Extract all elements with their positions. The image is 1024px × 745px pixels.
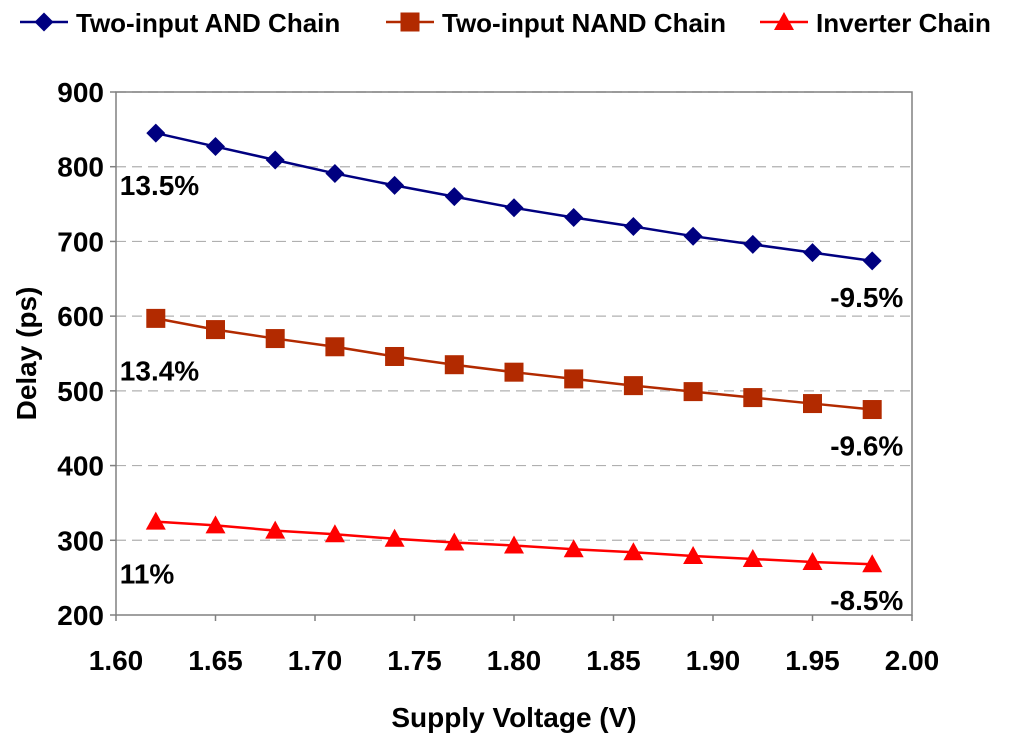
- data-point-inverter-chain-10: [742, 548, 763, 567]
- legend-marker-inverter-chain: [774, 12, 794, 30]
- data-point-inverter-chain-1: [205, 515, 226, 534]
- data-point-two-input-nand-chain-11: [803, 394, 822, 414]
- legend-label-two-input-nand-chain: Two-input NAND Chain: [442, 8, 726, 38]
- data-point-inverter-chain-8: [623, 542, 644, 561]
- legend-marker-two-input-and-chain: [34, 12, 54, 32]
- annotation-end-two-input-and-chain: -9.5%: [830, 282, 903, 313]
- x-tick-label-1.90: 1.90: [686, 645, 741, 676]
- x-tick-label-1.70: 1.70: [288, 645, 343, 676]
- y-axis-ticks: 200 300 400 500 600 700 800 900: [57, 77, 116, 631]
- annotation-start-two-input-nand-chain: 13.4%: [120, 355, 199, 386]
- legend-marker-two-input-nand-chain: [400, 12, 420, 32]
- data-point-two-input-and-chain-8: [623, 216, 643, 236]
- data-point-two-input-nand-chain-9: [683, 382, 703, 402]
- data-point-two-input-and-chain-5: [444, 187, 464, 207]
- y-tick-label-300: 300: [57, 525, 104, 556]
- legend-item-inverter-chain: Inverter Chain: [760, 8, 991, 38]
- legend-item-two-input-nand-chain: Two-input NAND Chain: [386, 8, 726, 38]
- x-tick-label-2.00: 2.00: [885, 645, 940, 676]
- data-point-two-input-and-chain-7: [564, 208, 584, 228]
- annotations: 13.5% -9.5% 13.4% -9.6% 11% -8.5%: [120, 170, 904, 616]
- data-point-two-input-nand-chain-6: [504, 362, 524, 382]
- gridlines: [116, 91, 912, 541]
- y-tick-label-600: 600: [57, 301, 104, 332]
- data-point-two-input-and-chain-9: [683, 226, 703, 246]
- series-two-input-nand-chain: [146, 308, 882, 420]
- data-point-two-input-and-chain-0: [146, 123, 166, 143]
- x-tick-label-1.60: 1.60: [89, 645, 144, 676]
- data-point-inverter-chain-2: [265, 520, 286, 539]
- x-tick-label-1.95: 1.95: [785, 645, 840, 676]
- annotation-end-inverter-chain: -8.5%: [830, 585, 903, 616]
- x-axis-ticks: 1.60 1.65 1.70 1.75 1.80 1.85 1.90 1.95 2.00: [89, 615, 940, 676]
- data-point-two-input-nand-chain-7: [564, 369, 584, 389]
- data-point-two-input-nand-chain-8: [623, 376, 643, 396]
- data-point-two-input-nand-chain-0: [146, 308, 166, 328]
- data-point-inverter-chain-5: [444, 532, 465, 551]
- y-tick-label-500: 500: [57, 376, 104, 407]
- y-tick-label-800: 800: [57, 152, 104, 183]
- series-inverter-chain: [145, 511, 883, 573]
- data-point-two-input-and-chain-12: [862, 251, 882, 271]
- data-point-two-input-and-chain-3: [325, 163, 345, 183]
- data-point-two-input-nand-chain-12: [862, 400, 882, 420]
- data-point-inverter-chain-4: [384, 528, 405, 547]
- data-point-inverter-chain-7: [563, 539, 584, 558]
- data-point-inverter-chain-3: [324, 524, 345, 543]
- data-point-two-input-nand-chain-1: [206, 320, 225, 340]
- annotation-end-two-input-nand-chain: -9.6%: [830, 431, 903, 462]
- legend-item-two-input-and-chain: Two-input AND Chain: [20, 8, 340, 38]
- x-tick-label-1.65: 1.65: [188, 645, 243, 676]
- series-layer: [145, 123, 883, 573]
- data-point-two-input-nand-chain-4: [385, 346, 405, 366]
- y-tick-label-200: 200: [57, 600, 104, 631]
- series-two-input-and-chain: [146, 123, 882, 271]
- data-point-two-input-nand-chain-10: [743, 388, 763, 408]
- data-point-two-input-and-chain-1: [206, 137, 225, 157]
- y-tick-label-700: 700: [57, 226, 104, 257]
- data-point-inverter-chain-11: [802, 551, 823, 570]
- x-tick-label-1.75: 1.75: [387, 645, 442, 676]
- legend: Two-input AND Chain Two-input NAND Chain I…: [20, 8, 991, 38]
- data-point-inverter-chain-6: [504, 535, 524, 554]
- data-point-two-input-and-chain-2: [265, 150, 285, 170]
- data-point-two-input-nand-chain-2: [265, 329, 285, 349]
- annotation-start-two-input-and-chain: 13.5%: [120, 170, 199, 201]
- data-point-two-input-and-chain-11: [803, 243, 822, 263]
- data-point-two-input-nand-chain-5: [444, 355, 464, 375]
- legend-label-two-input-and-chain: Two-input AND Chain: [76, 8, 340, 38]
- y-tick-label-900: 900: [57, 77, 104, 108]
- y-axis-title: Delay (ps): [11, 287, 42, 421]
- data-point-two-input-and-chain-10: [743, 234, 763, 254]
- annotation-start-inverter-chain: 11%: [120, 559, 175, 590]
- data-point-two-input-and-chain-4: [385, 175, 405, 195]
- x-tick-label-1.80: 1.80: [487, 645, 542, 676]
- data-point-inverter-chain-12: [862, 554, 883, 573]
- data-point-inverter-chain-0: [145, 511, 166, 530]
- data-point-inverter-chain-9: [683, 545, 704, 564]
- y-tick-label-400: 400: [57, 451, 104, 482]
- legend-label-inverter-chain: Inverter Chain: [816, 8, 991, 38]
- data-point-two-input-nand-chain-3: [325, 337, 345, 357]
- x-axis-title: Supply Voltage (V): [391, 702, 636, 733]
- x-tick-label-1.85: 1.85: [586, 645, 641, 676]
- data-point-two-input-and-chain-6: [504, 198, 524, 218]
